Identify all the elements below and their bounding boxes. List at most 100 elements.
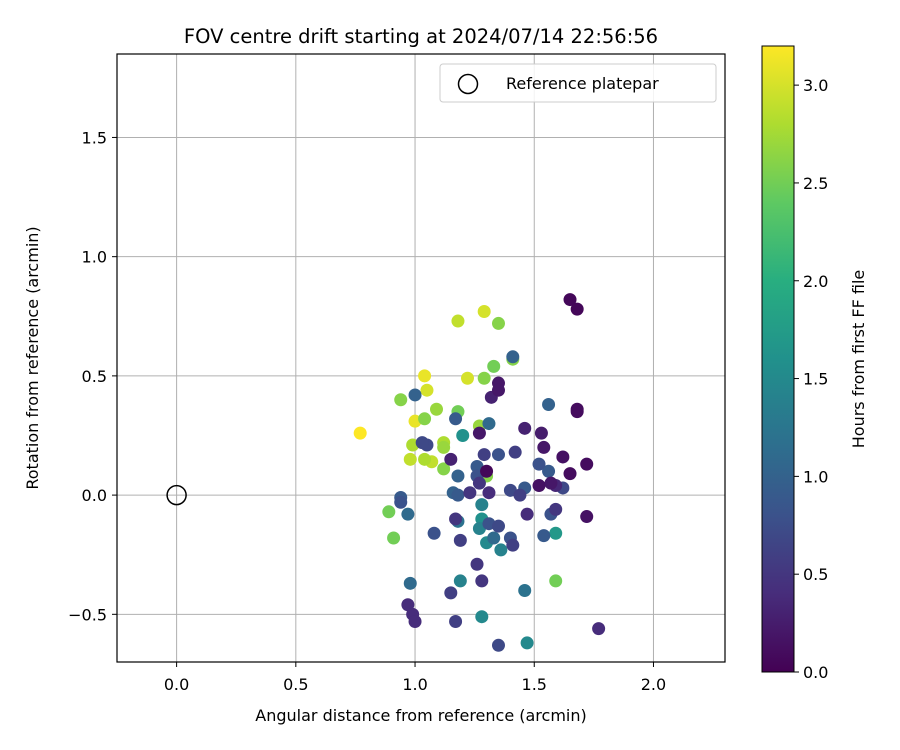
x-axis-ticks: 0.0 0.5 1.0 1.5 2.0 bbox=[164, 662, 666, 694]
data-point bbox=[491, 638, 505, 652]
data-point bbox=[487, 531, 501, 545]
colorbar-tick-label: 2.0 bbox=[803, 272, 828, 291]
data-point bbox=[408, 388, 422, 402]
data-point bbox=[418, 369, 432, 383]
data-point bbox=[477, 305, 491, 319]
data-point bbox=[513, 488, 527, 502]
data-point bbox=[520, 636, 534, 650]
data-point bbox=[556, 450, 570, 464]
data-point bbox=[429, 402, 443, 416]
data-point bbox=[418, 452, 432, 466]
data-point bbox=[542, 464, 556, 478]
grid bbox=[117, 54, 725, 662]
colorbar-tick-label: 2.5 bbox=[803, 174, 828, 193]
x-tick-label: 0.0 bbox=[164, 675, 189, 694]
y-tick-label: 1.5 bbox=[82, 128, 107, 147]
x-tick-label: 0.5 bbox=[283, 675, 308, 694]
data-point bbox=[453, 574, 467, 588]
data-point bbox=[570, 405, 584, 419]
data-point bbox=[460, 371, 474, 385]
data-point bbox=[451, 314, 465, 328]
data-point bbox=[463, 486, 477, 500]
data-point bbox=[549, 574, 563, 588]
x-tick-label: 2.0 bbox=[641, 675, 666, 694]
data-point bbox=[449, 614, 463, 628]
legend: Reference platepar bbox=[439, 63, 717, 103]
data-point bbox=[451, 488, 465, 502]
data-point bbox=[453, 533, 467, 547]
colorbar-label: Hours from first FF file bbox=[849, 270, 868, 449]
data-point bbox=[506, 350, 520, 364]
data-point bbox=[449, 412, 463, 426]
x-axis-label: Angular distance from reference (arcmin) bbox=[255, 706, 586, 725]
data-point bbox=[549, 502, 563, 516]
data-point bbox=[580, 457, 594, 471]
data-point bbox=[491, 448, 505, 462]
data-point bbox=[534, 426, 548, 440]
colorbar-tick-label: 1.5 bbox=[803, 370, 828, 389]
y-tick-label: −0.5 bbox=[68, 605, 107, 624]
data-point bbox=[394, 495, 408, 509]
data-point bbox=[437, 462, 451, 476]
chart-title: FOV centre drift starting at 2024/07/14 … bbox=[184, 25, 658, 48]
data-point bbox=[427, 526, 441, 540]
data-point bbox=[415, 436, 429, 450]
data-point bbox=[518, 421, 532, 435]
data-point bbox=[549, 526, 563, 540]
x-tick-label: 1.5 bbox=[522, 675, 547, 694]
data-point bbox=[563, 293, 577, 307]
data-point bbox=[475, 498, 489, 512]
y-tick-label: 0.5 bbox=[82, 367, 107, 386]
data-point bbox=[403, 452, 417, 466]
colorbar-tick-label: 3.0 bbox=[803, 76, 828, 95]
data-point bbox=[353, 426, 367, 440]
data-point bbox=[580, 510, 594, 524]
data-point bbox=[537, 529, 551, 543]
data-point bbox=[475, 574, 489, 588]
data-point bbox=[570, 302, 584, 316]
y-axis-label: Rotation from reference (arcmin) bbox=[23, 226, 42, 489]
data-point bbox=[449, 512, 463, 526]
data-point bbox=[382, 505, 396, 519]
data-point bbox=[475, 610, 489, 624]
data-point bbox=[387, 531, 401, 545]
legend-label: Reference platepar bbox=[506, 74, 659, 93]
data-point bbox=[451, 469, 465, 483]
data-point bbox=[563, 467, 577, 481]
data-point bbox=[491, 519, 505, 533]
colorbar: 0.0 0.5 1.0 1.5 2.0 2.5 3.0 Hours from first F… bbox=[761, 45, 868, 682]
data-point bbox=[491, 316, 505, 330]
data-point bbox=[401, 507, 415, 521]
y-tick-label: 1.0 bbox=[82, 248, 107, 267]
data-point bbox=[544, 476, 558, 490]
data-point bbox=[520, 507, 534, 521]
colorbar-tick-label: 0.5 bbox=[803, 565, 828, 584]
data-point bbox=[506, 538, 520, 552]
data-point bbox=[394, 393, 408, 407]
data-point bbox=[532, 457, 546, 471]
data-point bbox=[472, 426, 486, 440]
data-point bbox=[518, 583, 532, 597]
data-point bbox=[470, 557, 484, 571]
reference-platepar-marker bbox=[166, 484, 187, 506]
data-point bbox=[403, 576, 417, 590]
data-point bbox=[537, 440, 551, 454]
plot-frame bbox=[116, 53, 726, 663]
colorbar-tick-label: 0.0 bbox=[803, 663, 828, 682]
data-point bbox=[494, 543, 508, 557]
data-point bbox=[508, 445, 522, 459]
data-point bbox=[477, 448, 491, 462]
reference-marker-layer bbox=[166, 484, 187, 506]
data-point bbox=[444, 586, 458, 600]
x-tick-label: 1.0 bbox=[402, 675, 427, 694]
y-axis-ticks: −0.5 0.0 0.5 1.0 1.5 bbox=[68, 128, 117, 624]
data-point bbox=[408, 614, 422, 628]
data-point bbox=[437, 440, 451, 454]
data-point bbox=[532, 479, 546, 493]
data-point bbox=[420, 383, 434, 397]
data-point bbox=[480, 464, 494, 478]
legend-box bbox=[439, 63, 717, 103]
data-point bbox=[444, 452, 458, 466]
data-point bbox=[456, 428, 470, 442]
